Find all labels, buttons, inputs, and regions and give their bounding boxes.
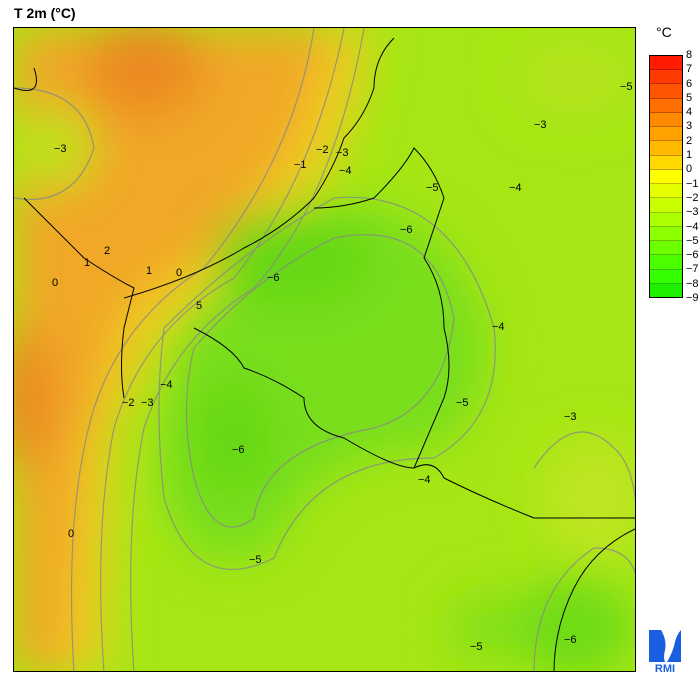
legend-tick-label: 3 (686, 120, 693, 133)
contour-label: −3 (564, 411, 577, 423)
legend-bin (650, 184, 682, 199)
contour-label: −2 (316, 144, 329, 156)
contour-label: −3 (54, 143, 67, 155)
contour-label: −5 (456, 397, 469, 409)
legend-bin (650, 112, 682, 128)
legend-bin (650, 283, 682, 297)
legend-unit: °C (656, 24, 672, 40)
rmi-logo: RMI (649, 630, 681, 674)
legend-tick-label: 2 (686, 134, 693, 147)
legend-tick-label: −9 (686, 292, 699, 304)
color-legend (649, 55, 683, 298)
contour-label: −3 (534, 119, 547, 131)
legend-tick-label: −3 (686, 206, 699, 219)
contour-label: 1 (146, 265, 152, 277)
contour-label: −4 (509, 182, 522, 194)
contour-label: −6 (400, 224, 413, 236)
legend-tick-label: 0 (686, 163, 693, 176)
legend-bin (650, 198, 682, 213)
legend-bin (650, 269, 682, 284)
legend-bin (650, 70, 682, 85)
contour-label: −5 (620, 81, 633, 93)
legend-tick-label: 1 (686, 149, 693, 162)
contour-label: −4 (160, 379, 173, 391)
contour-label: −4 (339, 165, 352, 177)
contour-label: −5 (470, 641, 483, 653)
legend-bin (650, 56, 682, 71)
legend-tick-label: −7 (686, 263, 699, 276)
contour-label: 5 (196, 300, 202, 312)
contour-label: 0 (68, 528, 74, 540)
contour-label: −3 (141, 397, 154, 409)
contour-label: −3 (336, 147, 349, 159)
legend-tick-label: 6 (686, 77, 693, 90)
legend-tick-label: −4 (686, 220, 699, 233)
legend-bin (650, 255, 682, 270)
legend-bin (650, 169, 682, 185)
contour-label: −4 (492, 321, 505, 333)
legend-bin (650, 141, 682, 156)
contour-label: −5 (249, 554, 262, 566)
contour-label: −6 (564, 634, 577, 646)
contour-label: 2 (104, 245, 110, 257)
legend-tick-label: 7 (686, 63, 693, 76)
legend-bin (650, 127, 682, 142)
contour-label: 1 (84, 257, 90, 269)
contour-label: −6 (267, 272, 280, 284)
temperature-map: −3 2 1 0 1 0 −1 −2 −3 −4 −5 −6 −6 5 −2 −3 −4 −6 −5 −4 −4 −5 −3… (13, 27, 636, 672)
legend-tick-label: −2 (686, 191, 699, 204)
legend-bin (650, 226, 682, 242)
legend-bin (650, 212, 682, 227)
legend-tick-label: −6 (686, 249, 699, 262)
legend-bin (650, 155, 682, 170)
legend-tick-label: 8 (686, 49, 693, 61)
contour-label: −4 (418, 474, 431, 486)
contour-label: −5 (426, 182, 439, 194)
contour-label: −2 (122, 397, 135, 409)
legend-tick-label: −1 (686, 177, 699, 190)
temperature-field: −3 2 1 0 1 0 −1 −2 −3 −4 −5 −6 −6 5 −2 −3 −4 −6 −5 −4 −4 −5 −3… (14, 28, 635, 671)
legend-bin (650, 241, 682, 256)
contour-label: 0 (52, 277, 58, 289)
legend-tick-label: −8 (686, 277, 699, 290)
contour-label: −6 (232, 444, 245, 456)
legend-bin (650, 84, 682, 99)
contour-label: 0 (176, 267, 182, 279)
legend-tick-label: 4 (686, 106, 693, 119)
legend-bin (650, 98, 682, 113)
contour-label: −1 (294, 159, 307, 171)
legend-tick-label: −5 (686, 234, 699, 247)
map-title: T 2m (°C) (14, 5, 76, 21)
svg-text:RMI: RMI (655, 663, 675, 674)
legend-tick-label: 5 (686, 91, 693, 104)
